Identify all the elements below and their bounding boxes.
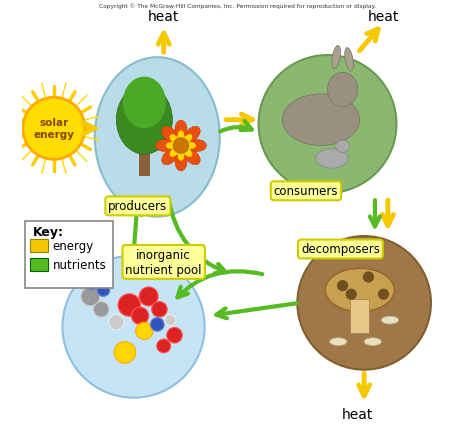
Circle shape [164, 315, 176, 326]
Ellipse shape [170, 148, 179, 157]
Ellipse shape [185, 150, 200, 166]
Circle shape [136, 322, 153, 340]
Ellipse shape [188, 140, 206, 152]
Ellipse shape [329, 338, 347, 346]
Text: inorganic
nutrient pool: inorganic nutrient pool [126, 249, 202, 276]
Circle shape [150, 318, 164, 332]
Ellipse shape [95, 58, 220, 217]
Text: solar
energy: solar energy [33, 118, 74, 140]
Circle shape [378, 289, 389, 300]
Text: heat: heat [342, 407, 374, 421]
Ellipse shape [316, 150, 348, 169]
Ellipse shape [166, 143, 177, 150]
Ellipse shape [175, 154, 187, 172]
Circle shape [109, 315, 124, 330]
Circle shape [81, 287, 100, 306]
Text: producers: producers [108, 200, 167, 213]
Text: decomposers: decomposers [301, 243, 380, 256]
Ellipse shape [162, 127, 177, 142]
Ellipse shape [162, 150, 177, 166]
Ellipse shape [185, 127, 200, 142]
Circle shape [152, 302, 167, 317]
Ellipse shape [175, 121, 187, 139]
FancyBboxPatch shape [25, 221, 113, 288]
Ellipse shape [332, 46, 340, 70]
Circle shape [173, 138, 189, 154]
Circle shape [84, 273, 101, 290]
Circle shape [93, 302, 109, 317]
Text: nutrients: nutrients [53, 258, 106, 271]
Circle shape [346, 289, 357, 300]
Ellipse shape [325, 269, 394, 312]
Circle shape [139, 287, 158, 306]
Ellipse shape [345, 49, 354, 72]
Bar [139, 142, 149, 176]
Ellipse shape [185, 143, 196, 150]
Ellipse shape [364, 338, 382, 346]
Ellipse shape [328, 73, 358, 108]
Circle shape [131, 307, 149, 325]
Ellipse shape [155, 140, 173, 152]
Ellipse shape [183, 148, 192, 157]
Ellipse shape [170, 135, 179, 144]
Circle shape [297, 237, 431, 370]
Text: heat: heat [368, 10, 399, 24]
Circle shape [167, 328, 182, 343]
Text: Key:: Key: [33, 226, 64, 239]
Circle shape [157, 339, 171, 353]
Ellipse shape [123, 77, 166, 129]
Circle shape [23, 98, 85, 160]
Ellipse shape [116, 86, 173, 155]
FancyBboxPatch shape [30, 258, 48, 271]
Ellipse shape [382, 316, 399, 324]
Ellipse shape [178, 131, 184, 142]
FancyBboxPatch shape [30, 240, 48, 252]
Circle shape [258, 56, 396, 194]
Circle shape [114, 342, 136, 363]
Ellipse shape [336, 141, 349, 153]
Ellipse shape [282, 95, 360, 146]
Circle shape [363, 272, 374, 283]
Ellipse shape [178, 150, 184, 161]
Circle shape [118, 294, 140, 316]
Ellipse shape [183, 135, 192, 144]
Text: heat: heat [148, 10, 180, 24]
Text: energy: energy [53, 240, 94, 252]
Text: consumers: consumers [273, 185, 338, 198]
Circle shape [337, 280, 348, 292]
Text: Copyright © The McGraw-Hill Companies, Inc. Permission required for reproduction: Copyright © The McGraw-Hill Companies, I… [99, 3, 375, 9]
Circle shape [63, 256, 205, 398]
Circle shape [97, 284, 110, 297]
Bar [350, 299, 369, 333]
